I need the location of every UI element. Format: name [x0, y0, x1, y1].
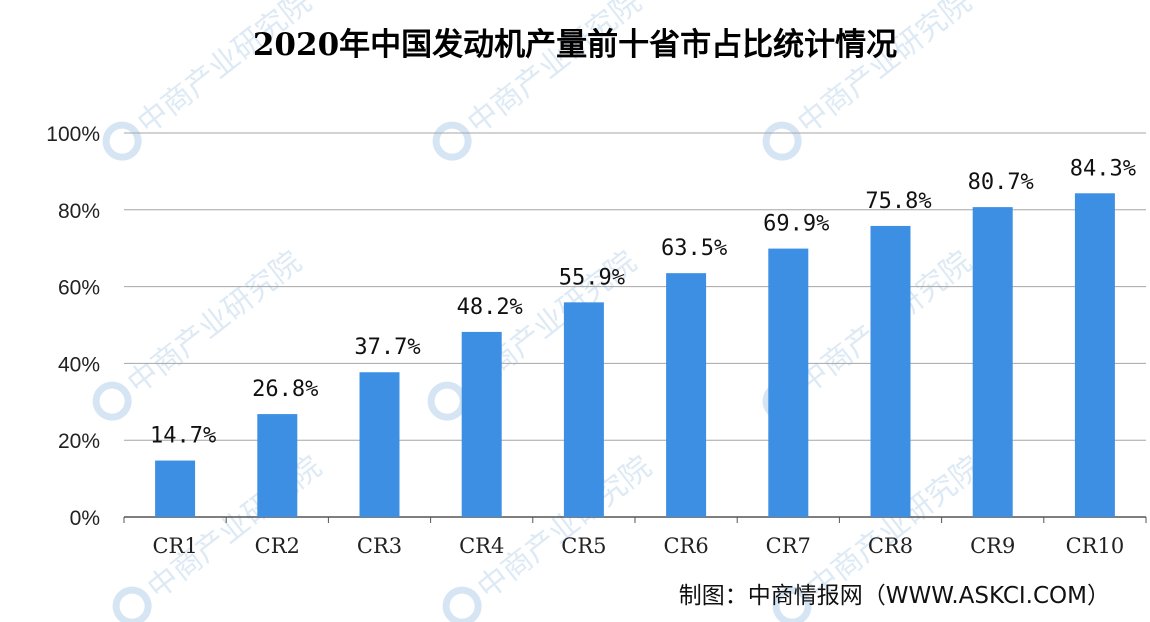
data-label: 69.9% [763, 212, 829, 237]
watermark-tile: 中商产业研究院 [432, 0, 648, 161]
y-tick-label: 100% [46, 123, 100, 146]
source-credit: 制图：中商情报网（WWW.ASKCI.COM） [679, 583, 1110, 609]
bar [666, 273, 707, 517]
watermark-text: 中商产业研究院 [791, 0, 978, 141]
watermark-tile: 中商产业研究院 [762, 0, 978, 161]
bars [155, 193, 1115, 518]
bar [768, 248, 809, 518]
bar [461, 331, 502, 517]
bar [257, 414, 298, 517]
y-tick-label: 0% [70, 507, 100, 530]
y-tick-labels: 0% 20% 40% 60% 80% 100% [46, 123, 100, 530]
watermark-logo-icon [112, 586, 152, 622]
bar [870, 225, 911, 518]
x-tick-label: CR9 [970, 534, 1015, 558]
data-label: 37.7% [354, 335, 420, 360]
bar [972, 207, 1013, 517]
watermark-logo-icon [102, 121, 142, 161]
bar [563, 302, 604, 517]
data-label: 55.9% [559, 265, 625, 290]
bar [155, 460, 196, 517]
x-tick-label: CR6 [663, 534, 708, 558]
data-label: 26.8% [252, 377, 318, 402]
data-label: 84.3% [1070, 156, 1136, 181]
x-tick-label: CR10 [1066, 534, 1125, 558]
data-labels: 14.7% 26.8% 37.7% 48.2% 55.9% 63.5% 69.9% 75.8%… [150, 156, 1136, 448]
watermark-text: 中商产业研究院 [461, 0, 648, 141]
x-tick-label: CR2 [255, 534, 300, 558]
data-label: 14.7% [150, 424, 216, 449]
x-tick-label: CR3 [357, 534, 402, 558]
watermark-logo-icon [92, 381, 132, 421]
watermark-logo-icon [772, 586, 812, 622]
y-tick-label: 40% [58, 353, 100, 376]
x-tick-label: CR5 [561, 534, 606, 558]
x-tick-label: CR1 [152, 534, 197, 558]
watermark-logo-icon [762, 121, 802, 161]
x-tick-label: CR7 [766, 534, 811, 558]
data-label: 48.2% [457, 295, 523, 320]
watermark-logo-icon [442, 586, 482, 622]
x-tick-label: CR4 [459, 534, 504, 558]
data-label: 80.7% [968, 170, 1034, 195]
x-tick-label: CR8 [868, 534, 913, 558]
chart-title: 2020年中国发动机产量前十省市占比统计情况 [253, 27, 897, 63]
watermark-logo-icon [427, 381, 467, 421]
bar [1074, 193, 1115, 517]
y-tick-label: 20% [58, 430, 100, 453]
bar [359, 372, 400, 517]
y-tick-label: 60% [58, 277, 100, 300]
x-tick-labels: CR1 CR2 CR3 CR4 CR5 CR6 CR7 CR8 CR9 CR10 [152, 534, 1124, 558]
watermark-tile: 中商产业研究院 [102, 0, 318, 161]
watermark-logo-icon [432, 121, 472, 161]
data-label: 75.8% [865, 189, 931, 214]
data-label: 63.5% [661, 236, 727, 261]
watermark-text: 中商产业研究院 [131, 0, 318, 141]
y-tick-label: 80% [58, 200, 100, 223]
